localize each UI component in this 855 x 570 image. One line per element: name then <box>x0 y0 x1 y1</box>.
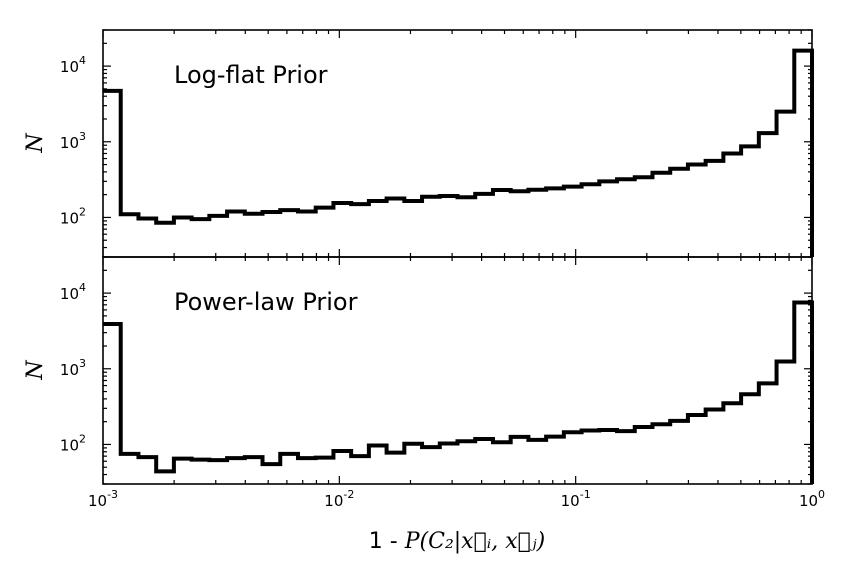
x-tick-label-exp: -1 <box>580 488 591 501</box>
y-tick-label-exp: 2 <box>79 432 86 445</box>
y-tick-label: 102 <box>60 432 86 454</box>
y-tick-label-base: 10 <box>60 209 79 227</box>
x-tick-label: 10-1 <box>561 488 591 510</box>
y-tick-label-exp: 3 <box>79 357 86 370</box>
bottom-panel-title: Power-law Prior <box>174 288 358 316</box>
x-tick-label-base: 10 <box>88 492 107 510</box>
y-tick-label-base: 10 <box>60 361 79 379</box>
y-tick-label: 103 <box>60 130 86 152</box>
x-tick-label: 10-3 <box>88 488 118 510</box>
x-axis-label-math: P(C₂|x⃗ᵢ, x⃗ⱼ) <box>404 529 545 554</box>
y-tick-label: 103 <box>60 357 86 379</box>
y-tick-label-base: 10 <box>60 58 79 76</box>
x-tick-label-exp: 0 <box>818 488 825 501</box>
x-axis-label-prefix: 1 - <box>369 529 405 554</box>
top-y-axis-label: N <box>23 133 48 154</box>
x-tick-label: 10-2 <box>324 488 354 510</box>
x-tick-label-base: 10 <box>799 492 818 510</box>
y-tick-label-exp: 4 <box>79 54 86 67</box>
y-tick-label: 104 <box>60 281 86 303</box>
x-tick-labels: 10-3 10-2 10-1 100 <box>88 488 825 510</box>
x-tick-label-exp: -3 <box>107 488 118 501</box>
y-tick-label: 102 <box>60 205 86 227</box>
x-tick-label-base: 10 <box>561 492 580 510</box>
top-panel-title: Log-flat Prior <box>174 61 328 89</box>
y-tick-label: 104 <box>60 54 86 76</box>
x-tick-label-exp: -2 <box>343 488 354 501</box>
y-tick-label-base: 10 <box>60 436 79 454</box>
bottom-y-axis-label: N <box>23 360 48 381</box>
y-tick-label-base: 10 <box>60 285 79 303</box>
x-axis-label: 1 - P(C₂|x⃗ᵢ, x⃗ⱼ) <box>369 529 545 554</box>
x-tick-label-base: 10 <box>324 492 343 510</box>
y-tick-label-exp: 4 <box>79 281 86 294</box>
y-tick-label-exp: 2 <box>79 205 86 218</box>
y-tick-label-exp: 3 <box>79 130 86 143</box>
y-tick-label-base: 10 <box>60 134 79 152</box>
log-flat-histogram <box>103 48 814 257</box>
power-law-histogram <box>103 300 814 484</box>
x-tick-label: 100 <box>799 488 825 510</box>
